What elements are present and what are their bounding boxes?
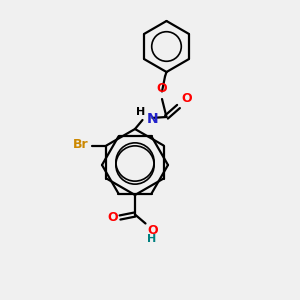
Text: O: O: [147, 224, 158, 237]
Text: Br: Br: [73, 138, 88, 152]
Text: N: N: [146, 112, 158, 125]
Text: H: H: [147, 234, 156, 244]
Text: O: O: [156, 82, 167, 94]
Text: O: O: [107, 211, 118, 224]
Text: O: O: [181, 92, 191, 105]
Text: H: H: [136, 107, 145, 117]
